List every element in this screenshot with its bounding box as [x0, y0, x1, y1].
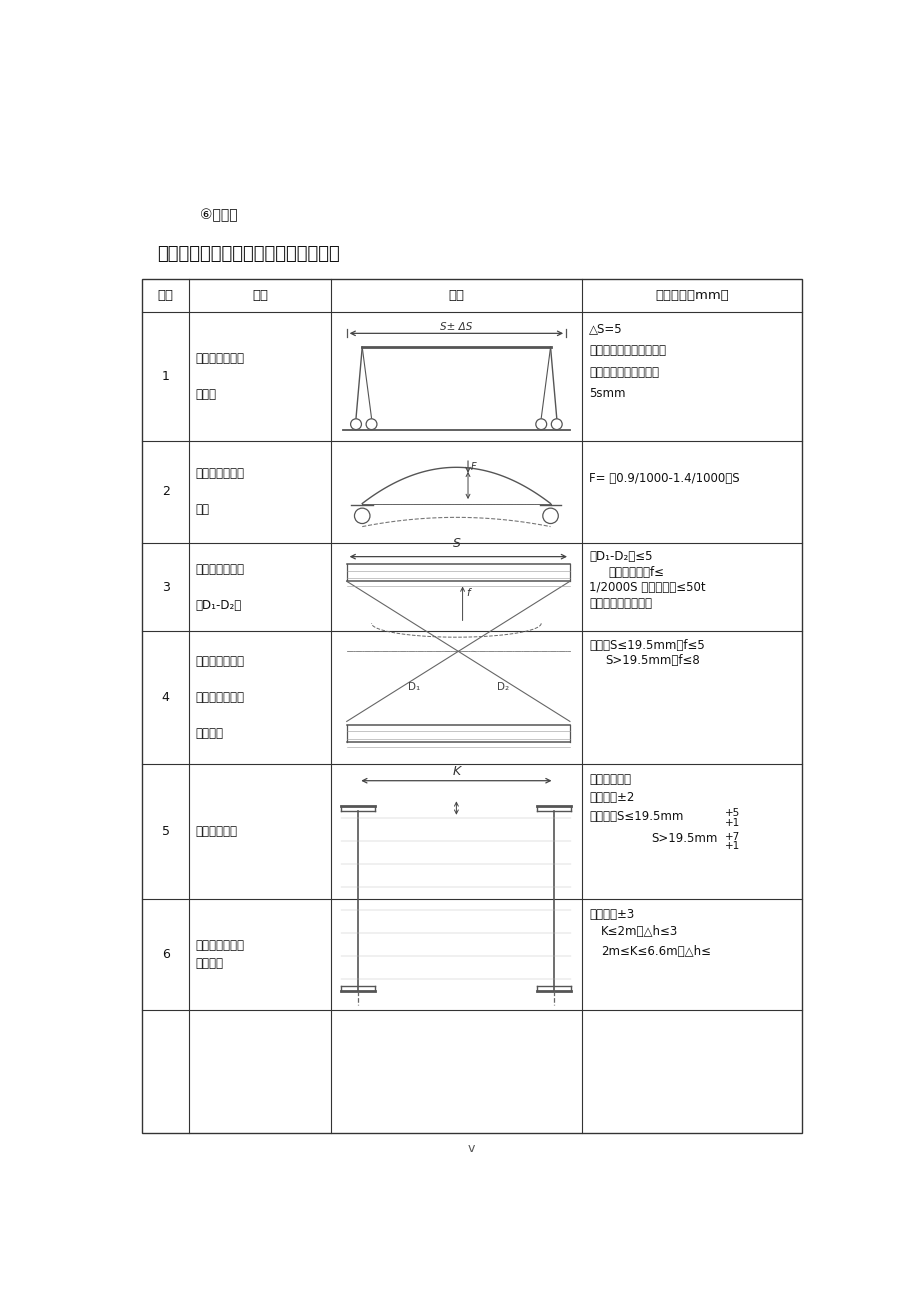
Text: 2: 2 — [162, 486, 169, 499]
Text: 简图: 简图 — [448, 289, 464, 302]
Text: 由车轮量出的跨

度偏差: 由车轮量出的跨 度偏差 — [196, 352, 244, 401]
Text: D₁: D₁ — [407, 682, 419, 693]
Text: +1: +1 — [724, 841, 740, 850]
Text: 3: 3 — [162, 581, 169, 594]
Text: 同一截面小车轨
道高度差: 同一截面小车轨 道高度差 — [196, 939, 244, 970]
Text: 允许偏差（mm）: 允许偏差（mm） — [654, 289, 728, 302]
Text: ｜D₁-D₂｜≤5: ｜D₁-D₂｜≤5 — [589, 551, 652, 564]
Text: 其它：S≤19.5mm，f≤5: 其它：S≤19.5mm，f≤5 — [589, 639, 704, 652]
Text: +7: +7 — [724, 832, 740, 841]
Text: S: S — [452, 536, 460, 549]
Text: v: v — [467, 1142, 475, 1155]
Text: f: f — [466, 587, 470, 598]
Text: 序号: 序号 — [157, 289, 174, 302]
Text: 其它梁：±3: 其它梁：±3 — [589, 907, 634, 921]
Text: 桥梁对角线偏差

｜D₁-D₂｜: 桥梁对角线偏差 ｜D₁-D₂｜ — [196, 562, 244, 612]
Text: ⑥吸装；: ⑥吸装； — [200, 208, 238, 223]
Text: 4: 4 — [162, 691, 169, 704]
Text: +1: +1 — [724, 818, 740, 828]
Text: S>19.5mm: S>19.5mm — [651, 832, 717, 845]
Text: 主梁水平旁弯度

（走台和端梁都

装上后）: 主梁水平旁弯度 （走台和端梁都 装上后） — [196, 655, 244, 740]
Text: S>19.5mm，f≤8: S>19.5mm，f≤8 — [604, 655, 698, 668]
Text: 但主动轮的跨度值与被动: 但主动轮的跨度值与被动 — [589, 344, 665, 357]
Text: D₂: D₂ — [496, 682, 508, 693]
Text: 跨中外：S≤19.5mm: 跨中外：S≤19.5mm — [589, 810, 683, 823]
Text: K≤2m，△h≤3: K≤2m，△h≤3 — [600, 926, 677, 939]
Text: 对称筱形梁：: 对称筱形梁： — [589, 773, 630, 786]
Text: 三、起重机械主体设备的安装技术要求: 三、起重机械主体设备的安装技术要求 — [157, 245, 340, 263]
Text: 小车轨距偏差: 小车轨距偏差 — [196, 824, 237, 837]
Text: △S=5: △S=5 — [589, 323, 622, 336]
Text: 轮的跨度值之差不得大: 轮的跨度值之差不得大 — [589, 366, 659, 379]
Text: S± ΔS: S± ΔS — [439, 322, 472, 332]
Text: 时只许向走台侧凸曲: 时只许向走台侧凸曲 — [589, 596, 652, 609]
Text: 5: 5 — [162, 824, 170, 837]
Text: 1/2000S 且当起重量≤50t: 1/2000S 且当起重量≤50t — [589, 581, 705, 594]
Bar — [142, 280, 801, 1133]
Text: 跨度处：±2: 跨度处：±2 — [589, 790, 634, 803]
Text: K: K — [452, 766, 460, 779]
Text: 1: 1 — [162, 370, 169, 383]
Text: 2m≤K≤6.6m，△h≤: 2m≤K≤6.6m，△h≤ — [600, 945, 710, 958]
Text: +5: +5 — [724, 809, 740, 819]
Text: 对称筱形梁：f≤: 对称筱形梁：f≤ — [608, 566, 664, 579]
Text: F= （0.9/1000-1.4/1000）S: F= （0.9/1000-1.4/1000）S — [589, 471, 739, 484]
Text: F: F — [471, 461, 476, 471]
Text: 5smm: 5smm — [589, 387, 625, 400]
Text: 工程: 工程 — [252, 289, 268, 302]
Text: 装配后主梁的上

拱度: 装配后主梁的上 拱度 — [196, 467, 244, 517]
Text: 6: 6 — [162, 948, 169, 961]
